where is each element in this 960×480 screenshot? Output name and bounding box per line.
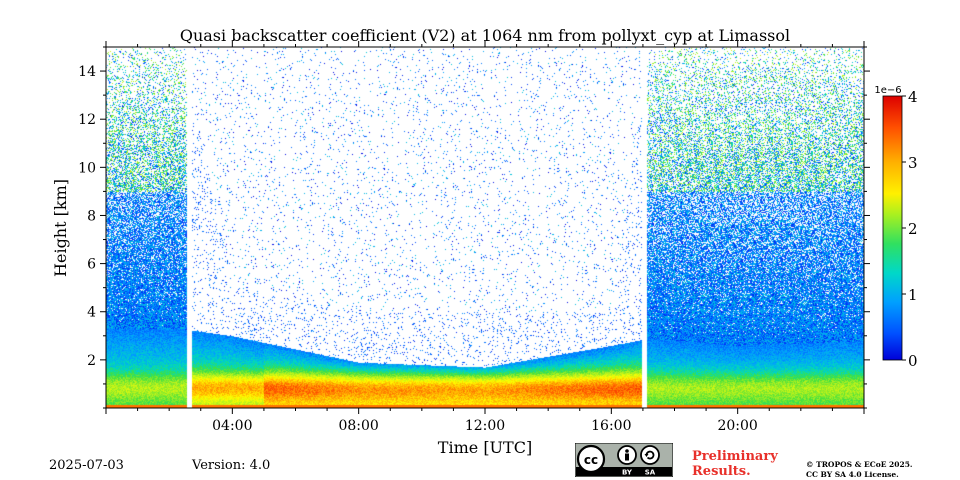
y-tick-label: 2 <box>87 353 96 369</box>
colorbar-tick-label: 4 <box>908 88 918 106</box>
y-axis-label: Height [km] <box>51 179 70 277</box>
x-tick-label: 20:00 <box>717 418 757 434</box>
colorbar-scale-label: 1e−6 <box>874 85 901 96</box>
preliminary-line-2: Results. <box>692 464 751 479</box>
preliminary-line-1: Preliminary <box>692 449 778 464</box>
colorbar-axis: 0 1 2 3 4 <box>902 88 918 370</box>
by-icon <box>617 445 637 465</box>
x-tick-label: 08:00 <box>338 418 378 434</box>
y-tick-label: 8 <box>87 208 96 224</box>
version-label: Version: 4.0 <box>192 458 271 473</box>
y-tick-label: 12 <box>78 112 96 128</box>
x-tick-label: 16:00 <box>591 418 631 434</box>
cc-icon: cc <box>576 444 606 474</box>
x-axis: 04:00 08:00 12:00 16:00 20:00 <box>105 41 865 434</box>
x-tick-label: 12:00 <box>465 418 505 434</box>
colorbar-tick-label: 0 <box>908 352 918 370</box>
badge-sa-label: SA <box>645 469 656 477</box>
badge-by-label: BY <box>622 469 633 477</box>
preliminary-notice: Preliminary Results. <box>692 449 778 479</box>
x-axis-label: Time [UTC] <box>438 438 532 457</box>
copyright-line-2: CC BY SA 4.0 License. <box>806 470 899 479</box>
colorbar-tick-label: 2 <box>908 220 918 238</box>
sa-icon <box>640 445 660 465</box>
colorbar-tick-label: 3 <box>908 154 918 172</box>
y-tick-label: 6 <box>87 257 96 273</box>
y-tick-label: 4 <box>87 305 96 321</box>
svg-text:cc: cc <box>584 453 598 467</box>
chart-title: Quasi backscatter coefficient (V2) at 10… <box>180 26 790 45</box>
y-tick-label: 14 <box>78 64 96 80</box>
copyright-notice: © TROPOS & ECoE 2025. CC BY SA 4.0 Licen… <box>806 460 913 480</box>
y-tick-label: 10 <box>78 160 96 176</box>
colorbar <box>882 95 903 361</box>
date-label: 2025-07-03 <box>49 458 124 473</box>
y-axis: 2 4 6 8 10 12 14 <box>78 46 870 409</box>
x-tick-label: 04:00 <box>212 418 252 434</box>
copyright-line-1: © TROPOS & ECoE 2025. <box>806 460 913 469</box>
cc-license-badge: cc BY SA <box>575 443 673 477</box>
colorbar-tick-label: 1 <box>908 286 918 304</box>
